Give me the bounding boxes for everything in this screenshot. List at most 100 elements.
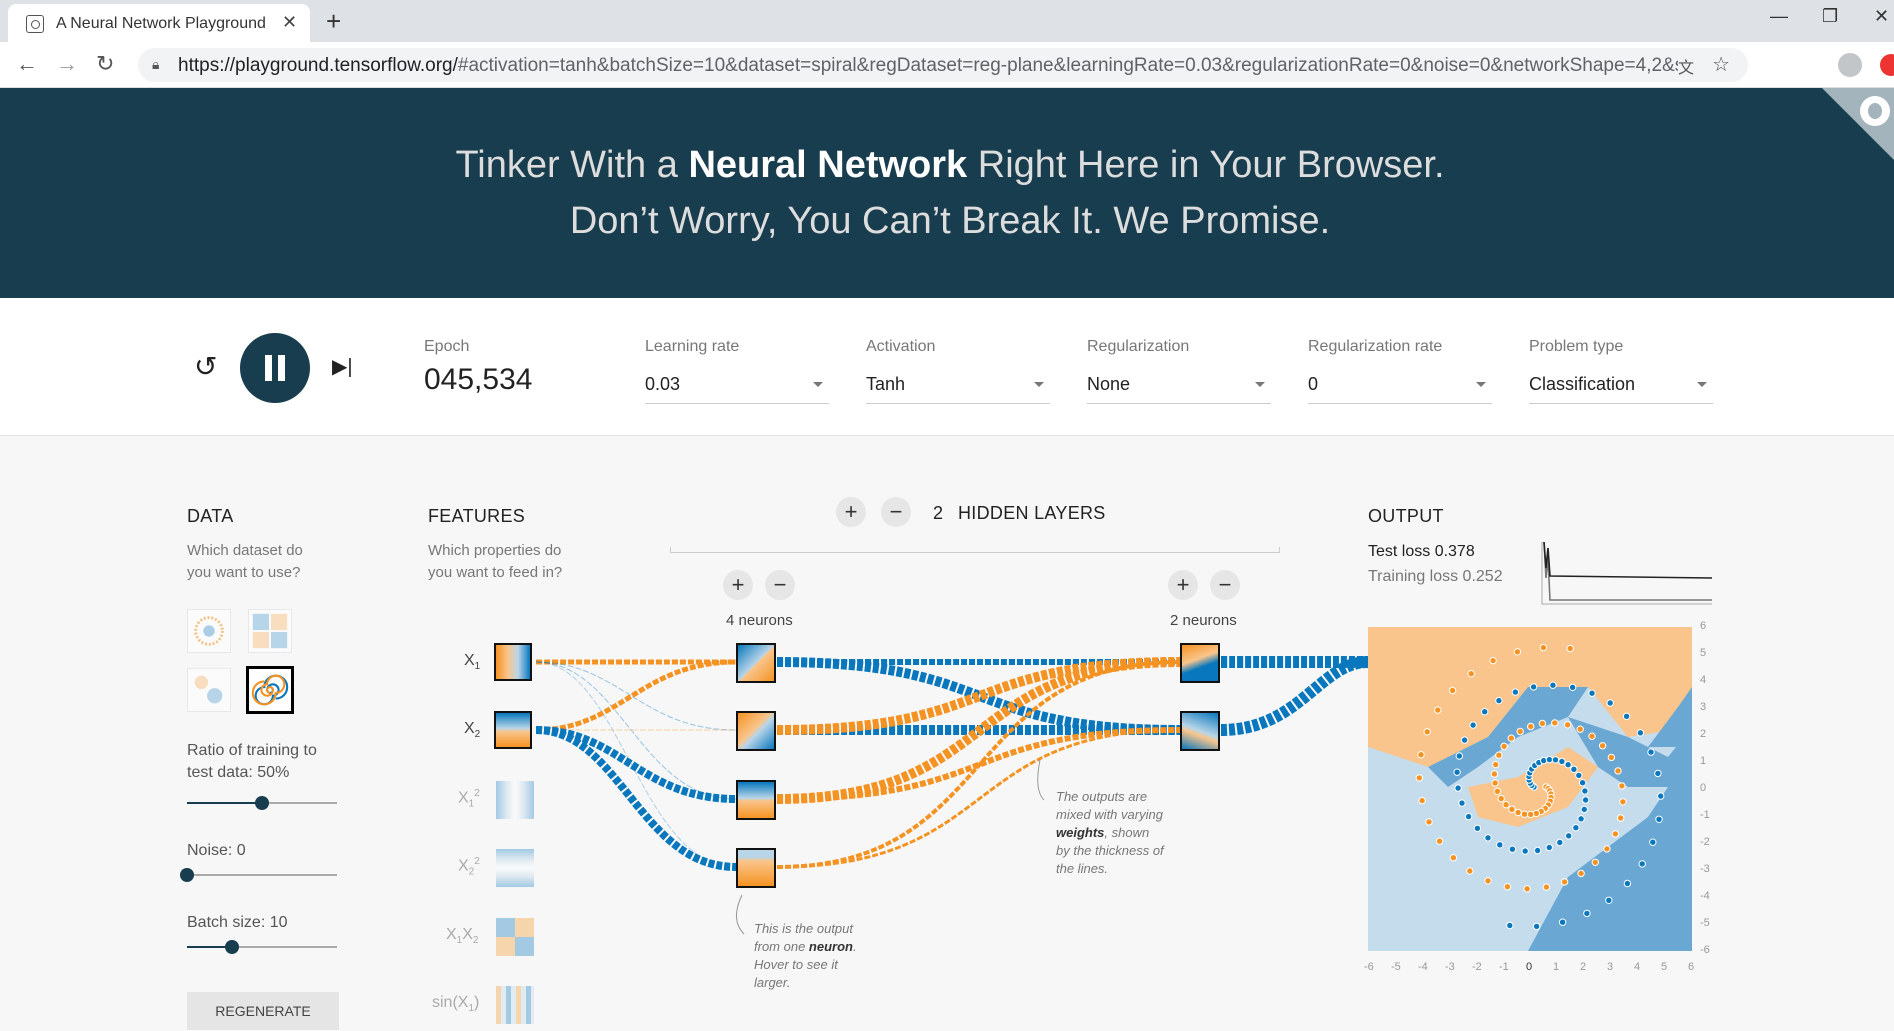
step-button[interactable]: ▶︎| (332, 356, 353, 378)
layer1-neurons-label: 4 neurons (726, 612, 793, 629)
data-point (1511, 688, 1520, 696)
dataset-spiral[interactable] (246, 666, 294, 714)
feature-x2[interactable] (494, 711, 532, 749)
data-point (1542, 883, 1551, 891)
noise-slider-thumb[interactable] (180, 868, 194, 882)
data-title: DATA (187, 506, 234, 526)
neuron-h2[interactable] (736, 711, 776, 751)
data-point (1636, 729, 1645, 737)
regularization-select[interactable]: None (1087, 374, 1271, 404)
data-point (1492, 760, 1500, 769)
star-icon[interactable]: ☆ (1712, 54, 1730, 76)
data-point (1417, 751, 1425, 759)
playground-favicon-icon (26, 15, 44, 33)
output-heatmap[interactable] (1368, 627, 1692, 951)
browser-tab[interactable]: A Neural Network Playground ✕ (8, 4, 310, 42)
forward-arrow-icon[interactable]: → (56, 51, 78, 76)
reload-icon[interactable]: ↻ (96, 51, 115, 76)
remove-neuron-layer2-button[interactable]: − (1210, 570, 1240, 600)
ratio-slider-fill (187, 802, 262, 804)
translate-icon[interactable]: 文 (1677, 60, 1694, 77)
learning-rate-select[interactable]: 0.03 (645, 374, 829, 404)
y-tick-label: -6 (1700, 944, 1710, 956)
dataset-circle[interactable] (187, 609, 231, 653)
feature-sin-x1[interactable] (496, 986, 534, 1024)
data-point (1598, 742, 1607, 750)
feature-label-x2-squared: X22 (458, 856, 480, 878)
add-neuron-layer1-button[interactable]: + (723, 570, 753, 600)
noise-label: Noise: 0 (187, 842, 246, 859)
feature-x1x2[interactable] (496, 918, 534, 956)
data-point (1497, 794, 1505, 803)
y-tick-label: 6 (1700, 620, 1707, 632)
extension-icon[interactable] (1880, 54, 1894, 76)
x-tick-label: -1 (1499, 961, 1509, 973)
data-point (1581, 787, 1589, 795)
feature-x1-squared[interactable] (496, 781, 534, 819)
neuron-h4[interactable] (736, 848, 776, 888)
profile-icon[interactable] (1838, 53, 1862, 77)
github-icon[interactable] (1860, 96, 1890, 126)
x-tick-label: 6 (1688, 961, 1695, 973)
problem-type-select[interactable]: Classification (1529, 374, 1713, 404)
close-tab-icon[interactable]: ✕ (282, 12, 298, 32)
y-tick-label: -2 (1700, 836, 1710, 848)
activation-select[interactable]: Tanh (866, 374, 1050, 404)
add-neuron-layer2-button[interactable]: + (1168, 570, 1198, 600)
feature-label-sin-x1: sin(X1) (432, 994, 480, 1015)
restore-icon[interactable]: ❐ (1822, 6, 1839, 26)
data-point (1611, 830, 1620, 838)
test-loss-line (1543, 541, 1713, 579)
new-tab-button[interactable]: + (326, 6, 342, 36)
window-close-icon[interactable]: ✕ (1874, 6, 1890, 26)
noise-slider-track[interactable] (187, 874, 337, 876)
data-point (1484, 877, 1492, 885)
data-point (1516, 727, 1524, 736)
data-point (1558, 757, 1566, 766)
dataset-xor[interactable] (248, 609, 292, 653)
data-point (1565, 832, 1573, 840)
remove-neuron-layer1-button[interactable]: − (765, 570, 795, 600)
learning-rate-value: 0.03 (645, 374, 681, 394)
lock-icon[interactable]: 🔒︎ (152, 56, 160, 72)
data-point (1506, 921, 1514, 930)
x-tick-label: -4 (1418, 961, 1428, 973)
pause-button[interactable] (240, 333, 310, 403)
link-x2-h3 (535, 726, 737, 803)
reset-button[interactable]: ↺ (194, 351, 218, 382)
feature-x1[interactable] (494, 643, 532, 681)
data-point (1464, 812, 1473, 821)
data-point (1460, 736, 1469, 744)
chevron-down-icon (1697, 382, 1707, 387)
data-point (1572, 824, 1580, 832)
batch-slider-thumb[interactable] (225, 940, 239, 954)
remove-layer-button[interactable]: − (881, 497, 911, 527)
neuron-g2[interactable] (1180, 711, 1220, 751)
add-layer-button[interactable]: + (836, 497, 866, 527)
ratio-slider-thumb[interactable] (255, 796, 269, 810)
neuron-h1[interactable] (736, 643, 776, 683)
neuron-h3[interactable] (736, 780, 776, 820)
data-point (1623, 879, 1632, 888)
data-point (1605, 896, 1613, 904)
batch-slider-track[interactable] (187, 946, 337, 948)
feature-x2-squared[interactable] (496, 849, 534, 887)
data-point (1566, 644, 1574, 653)
regularization-rate-select[interactable]: 0 (1308, 374, 1492, 404)
feature-label-x1: X1 (464, 652, 481, 673)
hidden-layers-count: 2 (933, 503, 944, 523)
y-tick-label: 4 (1700, 674, 1707, 686)
problem-type-value: Classification (1529, 374, 1636, 394)
data-point (1500, 742, 1508, 751)
data-point (1532, 922, 1541, 931)
minimize-icon[interactable]: — (1770, 6, 1788, 26)
dataset-gaussian[interactable] (187, 668, 231, 712)
regenerate-button[interactable]: REGENERATE (187, 992, 339, 1030)
x-tick-label: 4 (1634, 961, 1641, 973)
data-point (1502, 801, 1510, 809)
back-arrow-icon[interactable]: ← (16, 51, 38, 76)
neuron-g1[interactable] (1180, 643, 1220, 683)
data-point (1521, 847, 1529, 855)
data-point (1603, 845, 1611, 853)
url-input[interactable]: 🔒︎ https://playground.tensorflow.org/#ac… (138, 48, 1748, 82)
